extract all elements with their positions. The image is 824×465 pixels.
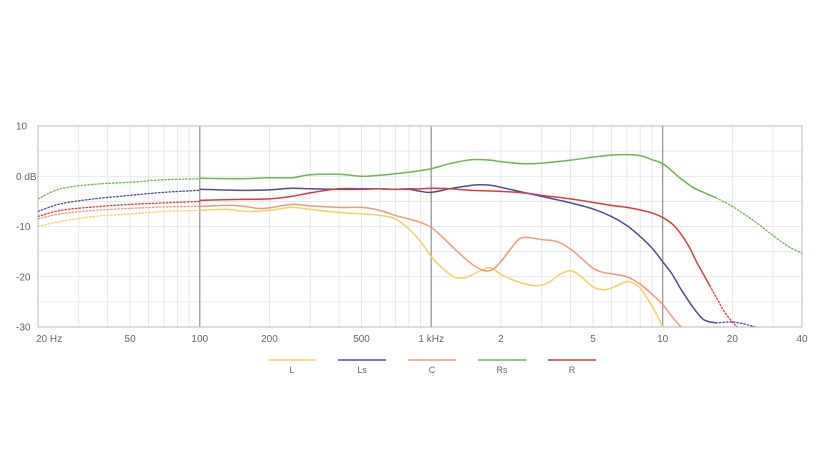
legend-label-ls: Ls [357, 365, 367, 375]
x-tick-label: 10 [657, 334, 669, 345]
y-tick-label: 0 dB [16, 172, 37, 183]
series-l-low-extension [38, 209, 201, 228]
series-c-line [199, 203, 682, 327]
x-tick-label: 500 [353, 334, 370, 345]
legend: L Ls C Rs R [268, 359, 596, 375]
x-tick-label: 40 [796, 334, 808, 345]
x-tick-label: 2 [498, 334, 504, 345]
legend-label-c: C [429, 365, 436, 375]
y-tick-label: -10 [16, 222, 31, 233]
y-tick-label: -30 [16, 323, 31, 334]
x-tick-label: 200 [261, 334, 278, 345]
series-lines [38, 153, 802, 327]
x-tick-label: 20 [727, 334, 739, 345]
series-ls-high-extension [715, 321, 756, 327]
series-c-low-extension [38, 205, 201, 220]
legend-label-l: L [289, 365, 294, 375]
y-tick-label: -20 [16, 272, 31, 283]
y-tick-label: 10 [16, 122, 28, 133]
x-tick-label: 100 [191, 334, 208, 345]
series-ls-low-extension [38, 189, 201, 213]
series-r-high-extension [709, 285, 738, 327]
series-rs-high-extension [715, 197, 802, 254]
x-tick-label: 1 kHz [418, 334, 444, 345]
series-l-line [199, 206, 664, 327]
series-rs-low-extension [38, 178, 201, 200]
x-tick-label: 50 [125, 334, 137, 345]
legend-label-rs: Rs [497, 365, 508, 375]
x-tick-label: 5 [590, 334, 596, 345]
legend-label-r: R [569, 365, 576, 375]
series-r-low-extension [38, 200, 201, 218]
series-r-line [199, 187, 711, 287]
x-tick-label: 20 Hz [36, 334, 62, 345]
series-rs-line [199, 153, 717, 199]
